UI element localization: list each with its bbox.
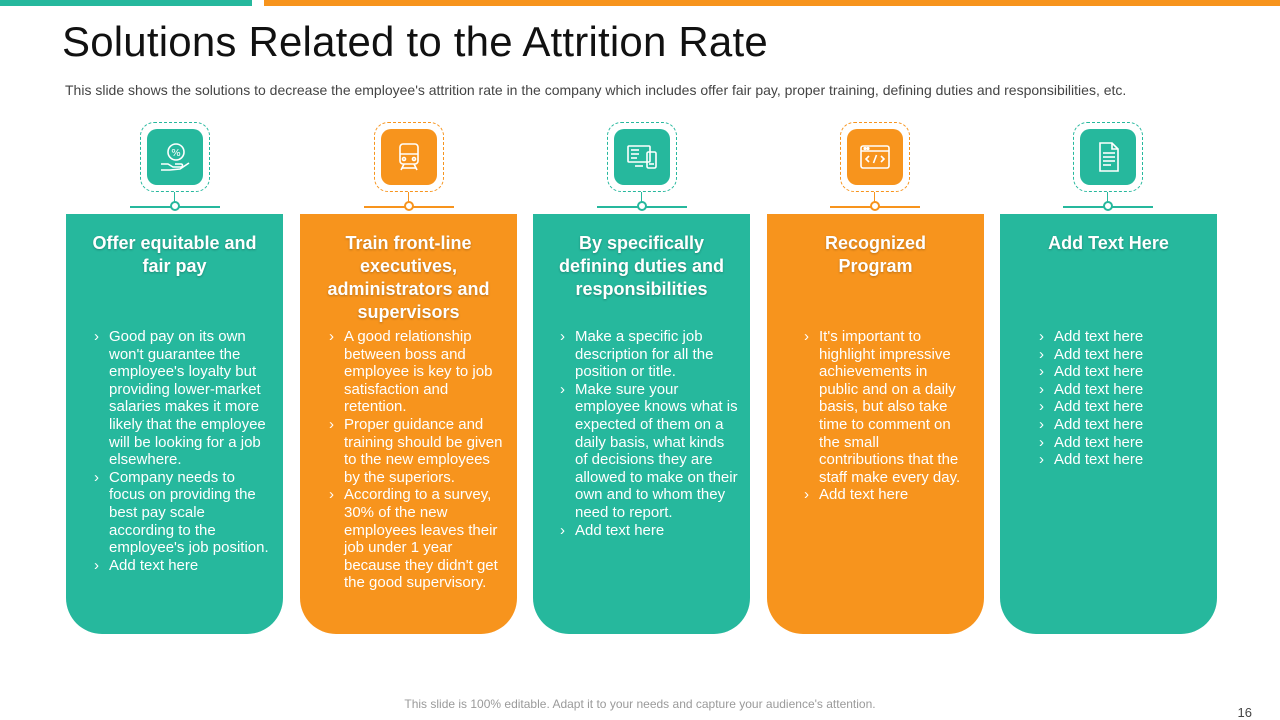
card-bullet-list: Make a specific job description for all …: [560, 328, 740, 539]
list-item: Add text here: [1039, 434, 1199, 452]
list-item: Make a specific job description for all …: [560, 328, 740, 381]
list-item: Add text here: [560, 522, 740, 540]
pay-hand-percent-icon: %: [161, 143, 190, 171]
list-item: Add text here: [1039, 416, 1199, 434]
solution-card-add-text: Add Text Here Add text here Add text her…: [1000, 214, 1217, 634]
card-title: Add Text Here: [1048, 233, 1169, 253]
list-item: Add text here: [1039, 363, 1199, 381]
list-item: It's important to highlight impressive a…: [804, 328, 964, 486]
list-item: According to a survey, 30% of the new em…: [329, 486, 509, 592]
card-title: Offer equitable and fair pay: [92, 233, 257, 276]
svg-text:%: %: [171, 148, 181, 159]
card-title: Train front-line executives, administrat…: [327, 233, 490, 322]
top-accent-bar-teal: [0, 0, 252, 6]
slide-subtitle: This slide shows the solutions to decrea…: [65, 82, 1127, 98]
training-board-icon: [399, 143, 419, 171]
card-bullet-list: A good relationship between boss and emp…: [329, 328, 509, 592]
slide-title: Solutions Related to the Attrition Rate: [62, 18, 768, 65]
list-item: Add text here: [1039, 346, 1199, 364]
document-icon: [1099, 142, 1119, 172]
list-item: Add text here: [1039, 398, 1199, 416]
browser-code-icon: [860, 145, 890, 169]
solution-icon-5: [1073, 122, 1145, 194]
card-title: Recognized Program: [824, 233, 926, 276]
list-item: Add text here: [1039, 381, 1199, 399]
solution-icon-1: %: [140, 122, 212, 194]
list-item: Good pay on its own won't guarantee the …: [94, 328, 274, 469]
list-item: Add text here: [1039, 328, 1199, 346]
solution-icon-2: [374, 122, 446, 194]
card-title: By specifically defining duties and resp…: [559, 233, 724, 299]
slide-footer-note: This slide is 100% editable. Adapt it to…: [404, 697, 876, 711]
card-bullet-list: Good pay on its own won't guarantee the …: [94, 328, 274, 574]
list-item: Make sure your employee knows what is ex…: [560, 381, 740, 522]
list-item: Add text here: [94, 557, 274, 575]
solution-icon-4: [840, 122, 912, 194]
top-accent-bar-orange: [264, 0, 1280, 6]
devices-duties-icon: [627, 145, 657, 169]
list-item: Proper guidance and training should be g…: [329, 416, 509, 486]
page-number: 16: [1237, 705, 1252, 720]
list-item: Company needs to focus on providing the …: [94, 469, 274, 557]
list-item: Add text here: [1039, 451, 1199, 469]
list-item: Add text here: [804, 486, 964, 504]
solution-card-recognition: Recognized Program It's important to hig…: [767, 214, 984, 634]
list-item: A good relationship between boss and emp…: [329, 328, 509, 416]
solution-card-duties: By specifically defining duties and resp…: [533, 214, 750, 634]
solution-card-fair-pay: Offer equitable and fair pay Good pay on…: [66, 214, 283, 634]
solution-icon-3: [607, 122, 679, 194]
card-bullet-list: It's important to highlight impressive a…: [804, 328, 964, 504]
solution-card-training: Train front-line executives, administrat…: [300, 214, 517, 634]
card-bullet-list: Add text here Add text here Add text her…: [1039, 328, 1199, 469]
